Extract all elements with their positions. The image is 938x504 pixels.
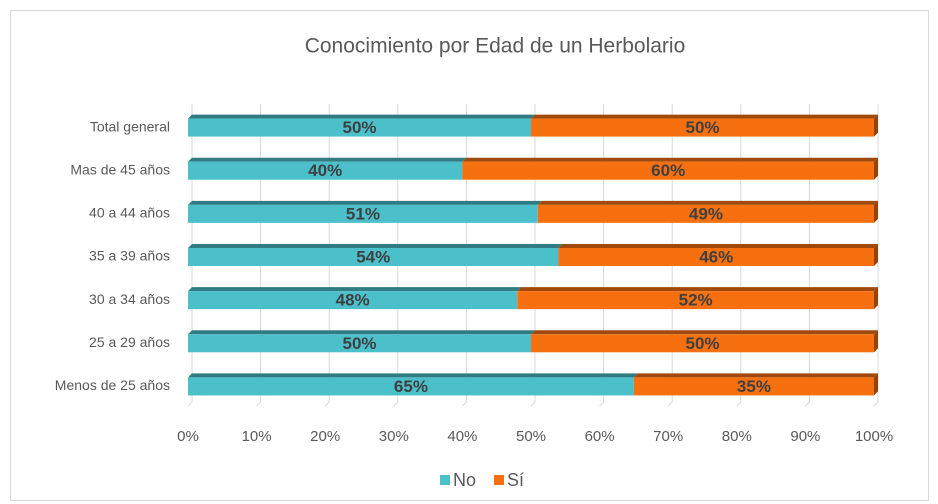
legend-swatch (494, 475, 505, 485)
bar-top (188, 200, 542, 205)
value-label: 48% (336, 291, 370, 310)
bar-top (517, 287, 878, 292)
tick-line (462, 401, 467, 407)
bar-top (537, 200, 878, 205)
y-tick-label: Total general (90, 118, 170, 134)
x-tick-label: 70% (653, 428, 683, 445)
value-label: 50% (342, 118, 376, 137)
bar (188, 377, 634, 396)
tick-line (393, 401, 399, 407)
x-tick-label: 0% (177, 428, 199, 445)
y-tick-label: 40 a 44 años (89, 205, 170, 221)
bar (188, 334, 531, 353)
value-label: 50% (342, 334, 376, 353)
x-tick-label: 10% (242, 428, 272, 445)
x-tick-label: 50% (516, 428, 546, 445)
value-label: 50% (685, 334, 719, 353)
bar (537, 204, 874, 223)
bar-top (633, 373, 878, 378)
bar (188, 248, 559, 266)
x-tick-label: 20% (310, 428, 340, 445)
value-label: 51% (346, 204, 380, 223)
bar-top (531, 330, 878, 335)
x-tick-label: 40% (447, 428, 477, 445)
value-label: 60% (651, 161, 685, 180)
bar (558, 248, 874, 266)
bar (531, 334, 874, 353)
value-label: 52% (679, 291, 713, 310)
bar-top (188, 373, 638, 378)
tick-line (805, 401, 810, 407)
y-tick-label: 30 a 34 años (89, 291, 170, 307)
tick-line (187, 401, 193, 407)
bar (188, 291, 518, 310)
y-tick-label: Mas de 45 años (70, 161, 170, 177)
bar (633, 377, 874, 396)
y-tick-label: 25 a 29 años (89, 334, 170, 350)
bar (188, 204, 538, 223)
bar-top (188, 330, 535, 335)
x-tick-label: 80% (722, 428, 752, 445)
bar-top (462, 157, 878, 162)
bar-top (188, 244, 563, 248)
bar (188, 118, 531, 137)
x-tick-label: 60% (585, 428, 615, 445)
tick-line (599, 401, 604, 407)
value-label: 65% (394, 377, 428, 396)
bar-top (188, 157, 467, 162)
value-label: 49% (689, 204, 723, 223)
x-tick-label: 90% (790, 428, 820, 445)
legend-label: No (453, 470, 476, 490)
bar (188, 161, 463, 180)
bar-top (188, 114, 535, 119)
bar-side (874, 330, 878, 353)
chart-title: Conocimiento por Edad de un Herbolario (305, 35, 686, 58)
tick-line (256, 401, 261, 407)
bar (462, 161, 874, 180)
bar (517, 291, 874, 310)
legend-swatch (440, 475, 450, 485)
tick-line (736, 401, 742, 407)
value-label: 35% (737, 377, 771, 396)
bar-top (558, 244, 878, 248)
value-label: 54% (356, 247, 390, 266)
x-tick-label: 30% (379, 428, 409, 445)
value-label: 40% (308, 161, 342, 180)
tick-line (873, 401, 879, 407)
y-tick-label: Menos de 25 años (55, 377, 170, 393)
bar-side (874, 244, 878, 266)
bar-side (874, 200, 878, 223)
tick-line (324, 401, 330, 407)
tick-line (530, 401, 536, 407)
bar-side (874, 157, 878, 180)
bar-side (874, 287, 878, 310)
bar-top (188, 287, 522, 292)
value-label: 50% (685, 118, 719, 137)
bar-top (531, 114, 878, 119)
tick-line (667, 401, 673, 407)
x-tick-label: 100% (855, 428, 893, 445)
legend-label: Sí (507, 470, 524, 490)
y-tick-label: 35 a 39 años (89, 248, 170, 264)
bar (531, 118, 874, 137)
bar-side (874, 114, 878, 137)
value-label: 46% (699, 247, 733, 266)
bar-side (874, 373, 878, 396)
